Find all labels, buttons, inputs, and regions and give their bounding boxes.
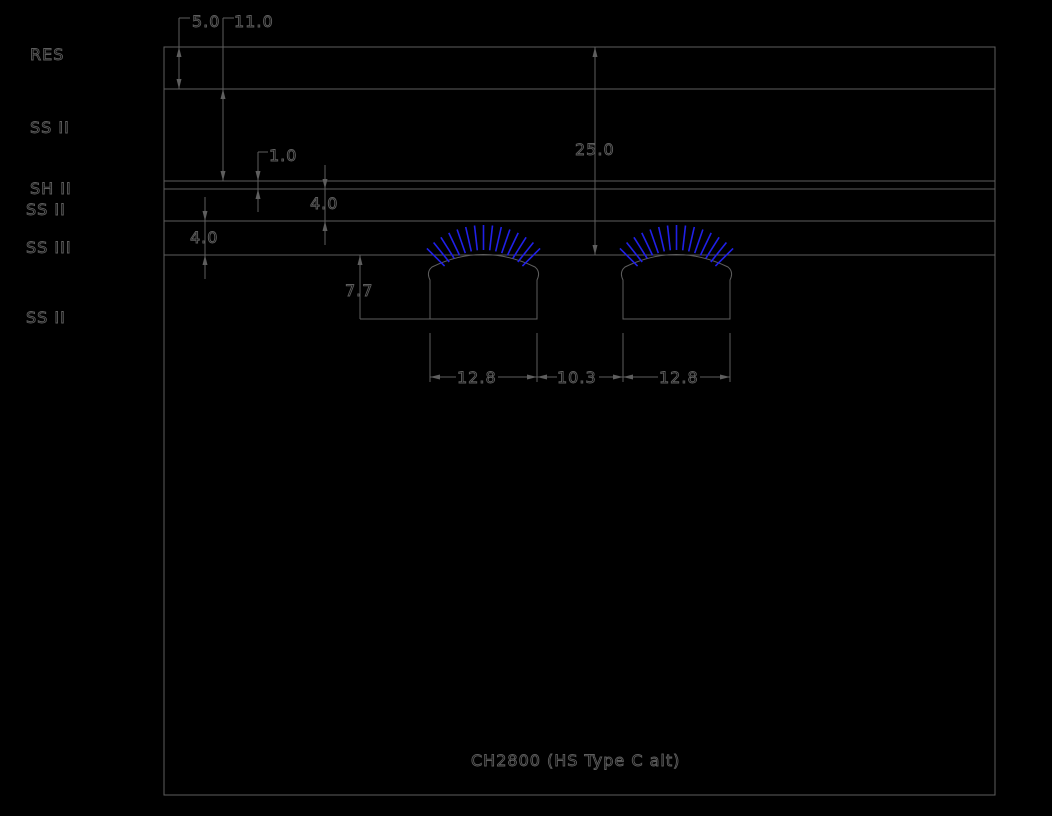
ray-mark <box>693 229 704 254</box>
feature-right-rays <box>619 225 734 267</box>
ray-mark <box>657 226 666 252</box>
feature-right-outline <box>620 254 733 320</box>
ray-mark <box>666 225 672 251</box>
dimension-sh-thickness: 1.0 <box>255 146 297 212</box>
layer-label-ss-ii-middle: SS II <box>26 200 66 219</box>
ray-mark <box>456 229 467 254</box>
arrowhead <box>220 89 226 99</box>
ray-mark <box>649 229 660 254</box>
arrowhead <box>322 221 328 231</box>
ray-mark <box>506 232 519 256</box>
dimension-feature-height: 7.7 <box>345 255 430 320</box>
arrowhead <box>176 47 182 57</box>
ray-mark <box>488 225 494 251</box>
ray-mark <box>699 232 712 256</box>
dimension-res-thickness: 5.0 <box>176 12 220 89</box>
dimension-label-ss-ii-thickness: 4.0 <box>310 194 338 213</box>
arrowhead <box>527 374 537 380</box>
arrowhead <box>357 255 363 265</box>
arrowhead <box>220 171 226 181</box>
arrowhead <box>255 189 261 199</box>
dimension-feature-widths: 12.8 10.3 12.8 <box>429 333 731 387</box>
arrowhead <box>202 211 208 221</box>
ray-mark <box>521 247 541 267</box>
layer-label-ss-ii-lower: SS II <box>26 308 66 327</box>
arrowhead <box>176 79 182 89</box>
ray-mark <box>687 226 696 252</box>
ray-mark <box>705 236 720 259</box>
layer-label-sh-ii: SH II <box>30 179 72 198</box>
arrowhead <box>255 171 261 181</box>
ray-mark <box>448 232 461 256</box>
dimension-ss-ii-thickness: 4.0 <box>310 165 338 245</box>
ray-mark <box>633 236 648 259</box>
layer-label-ss-iii: SS III <box>26 238 72 257</box>
arrowhead <box>592 245 598 255</box>
ray-mark <box>681 225 687 251</box>
drawing-caption: CH2800 (HS Type C alt) <box>471 751 680 770</box>
section-frame <box>163 46 996 796</box>
arrowhead <box>430 374 440 380</box>
dimension-top-to-sh: 11.0 <box>220 12 274 181</box>
dimension-label-sh-thickness: 1.0 <box>269 146 297 165</box>
dimension-total-depth: 25.0 <box>575 47 615 255</box>
ray-mark <box>464 226 473 252</box>
arrowhead <box>322 179 328 189</box>
feature-right <box>619 225 734 320</box>
layer-label-ss-ii-upper: SS II <box>30 118 70 137</box>
dimension-label-feature-gap: 10.3 <box>557 368 597 387</box>
ray-mark <box>517 242 535 263</box>
ray-mark <box>625 242 643 263</box>
dimension-label-feature-height: 7.7 <box>345 281 373 300</box>
dimension-label-feature-width-right: 12.8 <box>659 368 699 387</box>
arrowhead <box>623 374 633 380</box>
ray-mark <box>440 236 455 259</box>
layer-label-res: RES <box>30 45 64 64</box>
section-outline <box>163 46 996 796</box>
ray-mark <box>473 225 479 251</box>
arrowhead <box>202 255 208 265</box>
ray-mark <box>512 236 527 259</box>
feature-left <box>426 225 541 320</box>
ray-mark <box>714 247 734 267</box>
ray-mark <box>494 226 503 252</box>
arrowhead <box>720 374 730 380</box>
ray-mark <box>432 242 450 263</box>
arrowhead <box>613 374 623 380</box>
feature-left-outline <box>427 254 540 320</box>
ray-mark <box>426 247 446 267</box>
dimension-label-total-depth: 25.0 <box>575 140 615 159</box>
ray-mark <box>641 232 654 256</box>
arrowhead <box>537 374 547 380</box>
dimension-label-top-to-sh: 11.0 <box>234 12 274 31</box>
dimension-label-feature-width-left: 12.8 <box>457 368 497 387</box>
feature-left-rays <box>426 225 541 267</box>
dimension-label-ss-iii-thickness: 4.0 <box>190 228 218 247</box>
dimension-ss-iii-thickness: 4.0 <box>190 197 218 279</box>
ray-mark <box>500 229 511 254</box>
ray-mark <box>710 242 728 263</box>
layer-labels: RES SS II SH II SS II SS III SS II <box>26 45 72 328</box>
ray-mark <box>619 247 639 267</box>
arrowhead <box>592 47 598 57</box>
dimension-label-res-thickness: 5.0 <box>192 12 220 31</box>
